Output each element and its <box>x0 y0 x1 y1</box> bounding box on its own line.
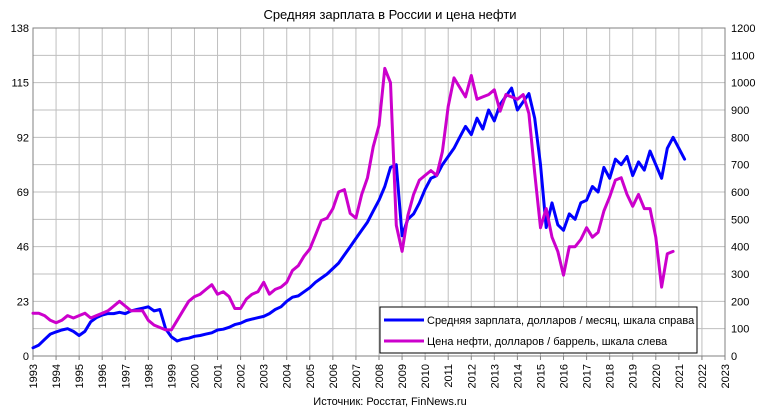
x-tick-label: 1993 <box>28 364 40 388</box>
x-tick-label: 2010 <box>420 364 432 388</box>
y-right-tick-label: 600 <box>731 187 749 199</box>
legend-label-salary: Средняя зарплата, долларов / месяц, шкал… <box>427 315 695 327</box>
y-left-tick-label: 115 <box>11 78 29 90</box>
y-left-tick-label: 69 <box>17 187 29 199</box>
y-right-tick-label: 400 <box>731 242 749 254</box>
x-tick-label: 2000 <box>189 364 201 388</box>
x-tick-label: 2012 <box>466 364 478 388</box>
y-left-tick-label: 138 <box>11 23 29 35</box>
x-tick-label: 2021 <box>674 364 686 388</box>
x-tick-label: 2009 <box>397 364 409 388</box>
y-right-tick-label: 1000 <box>731 78 755 90</box>
y-right-tick-label: 200 <box>731 296 749 308</box>
x-tick-label: 1996 <box>97 364 109 388</box>
y-right-tick-label: 300 <box>731 269 749 281</box>
series-line-salary <box>31 86 687 350</box>
y-right-tick-label: 900 <box>731 105 749 117</box>
x-tick-label: 2002 <box>236 364 248 388</box>
x-tick-label: 2014 <box>512 364 524 388</box>
axes: 1993 1994 1995 1996 1997 1998 1999 2000 2001 2002… <box>11 23 756 388</box>
x-tick-label: 2003 <box>259 364 271 388</box>
x-tick-label: 2013 <box>489 364 501 388</box>
x-tick-label: 1997 <box>120 364 132 388</box>
source-note: Источник: Росстат, FinNews.ru <box>313 396 466 408</box>
legend-label-oil: Цена нефти, долларов / баррель, шкала сл… <box>427 336 668 348</box>
x-tick-label: 2016 <box>559 364 571 388</box>
x-tick-label: 2006 <box>328 364 340 388</box>
y-right-tick-label: 500 <box>731 214 749 226</box>
x-tick-label: 2001 <box>213 364 225 388</box>
x-tick-label: 2008 <box>374 364 386 388</box>
y-right-tick-label: 1100 <box>731 50 755 62</box>
x-tick-label: 2017 <box>582 364 594 388</box>
x-tick-label: 1999 <box>166 364 178 388</box>
x-tick-label: 1998 <box>143 364 155 388</box>
legend: Средняя зарплата, долларов / месяц, шкал… <box>379 306 698 354</box>
y-left-tick-label: 0 <box>23 351 29 363</box>
x-tick-label: 2007 <box>351 364 363 388</box>
series-lines <box>31 66 687 350</box>
x-tick-label: 2022 <box>697 364 709 388</box>
y-right-tick-label: 700 <box>731 160 749 172</box>
y-left-tick-label: 23 <box>17 296 29 308</box>
legend-box <box>379 306 698 354</box>
y-right-tick-label: 100 <box>731 324 749 336</box>
chart-title: Средняя зарплата в России и цена нефти <box>263 7 516 22</box>
x-tick-label: 2018 <box>605 364 617 388</box>
series-line-oil <box>31 66 675 332</box>
x-tick-label: 2004 <box>282 364 294 388</box>
x-tick-label: 2011 <box>443 364 455 388</box>
y-left-tick-label: 92 <box>17 132 29 144</box>
x-tick-label: 2015 <box>535 364 547 388</box>
x-tick-label: 2019 <box>628 364 640 388</box>
x-tick-label: 2005 <box>305 364 317 388</box>
x-tick-label: 2020 <box>651 364 663 388</box>
y-left-tick-label: 46 <box>17 242 29 254</box>
y-right-tick-label: 1200 <box>731 23 755 35</box>
y-right-tick-label: 800 <box>731 132 749 144</box>
x-tick-label: 2023 <box>720 364 732 388</box>
y-right-tick-label: 0 <box>731 351 737 363</box>
x-tick-label: 1994 <box>51 364 63 388</box>
x-tick-label: 1995 <box>74 364 86 388</box>
